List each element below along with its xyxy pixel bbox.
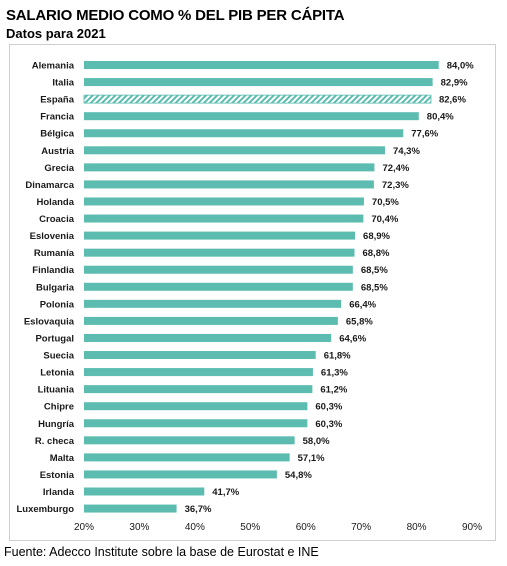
value-label: 60,3% xyxy=(315,402,342,413)
bar xyxy=(84,282,353,291)
value-label: 84,0% xyxy=(447,61,474,72)
bar xyxy=(84,487,205,496)
value-label: 68,5% xyxy=(361,265,388,276)
bar xyxy=(84,146,385,155)
chart-source: Fuente: Adecco Institute sobre la base d… xyxy=(4,545,319,559)
category-label: Estonia xyxy=(40,470,75,481)
value-label: 72,4% xyxy=(382,163,409,174)
x-tick-label: 80% xyxy=(407,522,427,533)
bar xyxy=(84,402,308,411)
value-label: 74,3% xyxy=(393,146,420,157)
value-label: 61,3% xyxy=(321,368,348,379)
category-label: Grecia xyxy=(44,163,74,174)
category-label: Malta xyxy=(50,453,75,464)
x-tick-label: 70% xyxy=(351,522,371,533)
bar xyxy=(84,180,374,189)
value-label: 64,6% xyxy=(339,333,366,344)
bar xyxy=(83,94,432,104)
bar xyxy=(84,368,313,377)
category-label: Bulgaria xyxy=(36,282,75,293)
category-label: Suecia xyxy=(43,351,74,362)
value-label: 77,6% xyxy=(411,129,438,140)
bar xyxy=(84,265,353,274)
category-label: Francia xyxy=(40,112,75,123)
category-label: Alemania xyxy=(32,61,75,72)
category-label: Finlandia xyxy=(32,265,74,276)
category-label: Croacia xyxy=(39,214,75,225)
bar xyxy=(84,419,308,428)
x-tick-label: 90% xyxy=(462,522,482,533)
value-label: 61,8% xyxy=(324,351,351,362)
bar xyxy=(84,351,316,360)
value-label: 60,3% xyxy=(315,419,342,430)
value-label: 68,9% xyxy=(363,231,390,242)
bar xyxy=(84,78,433,87)
bar xyxy=(84,231,356,240)
category-label: Eslovenia xyxy=(30,231,75,242)
bar xyxy=(84,333,332,342)
bar xyxy=(84,197,364,206)
value-label: 68,8% xyxy=(362,248,389,259)
bar xyxy=(84,129,404,138)
value-label: 68,5% xyxy=(361,282,388,293)
value-label: 61,2% xyxy=(320,385,347,396)
category-label: Holanda xyxy=(37,197,75,208)
value-label: 80,4% xyxy=(427,112,454,123)
chart-subtitle: Datos para 2021 xyxy=(6,26,106,41)
bar xyxy=(84,504,177,513)
value-label: 70,4% xyxy=(371,214,398,225)
value-label: 58,0% xyxy=(303,436,330,447)
chart-title: SALARIO MEDIO COMO % DEL PIB PER CÁPITA xyxy=(6,7,345,24)
bar xyxy=(84,214,364,223)
chart-frame xyxy=(9,44,496,541)
value-label: 66,4% xyxy=(349,299,376,310)
bar xyxy=(84,436,295,445)
category-label: Chipre xyxy=(44,402,74,413)
bar-chart: Alemania 84,0% Italia 82,9% España 82,6% Franc… xyxy=(16,61,482,534)
x-tick-label: 50% xyxy=(240,522,260,533)
category-label: Italia xyxy=(52,78,74,89)
bar xyxy=(84,61,439,69)
x-tick-label: 60% xyxy=(296,522,316,533)
x-tick-label: 30% xyxy=(129,522,149,533)
value-label: 72,3% xyxy=(382,180,409,191)
bar xyxy=(84,163,375,172)
category-label: Portugal xyxy=(35,333,74,344)
value-label: 65,8% xyxy=(346,316,373,327)
bar xyxy=(84,112,419,121)
category-label: Austria xyxy=(41,146,74,157)
value-label: 36,7% xyxy=(185,504,212,515)
category-label: Rumanía xyxy=(34,248,75,259)
category-label: Polonia xyxy=(40,299,75,310)
bar xyxy=(84,385,313,394)
value-label: 82,9% xyxy=(441,78,468,89)
x-tick-label: 40% xyxy=(185,522,205,533)
bar xyxy=(84,299,342,308)
x-tick-label: 20% xyxy=(74,522,94,533)
category-label: Letonia xyxy=(40,368,74,379)
value-label: 54,8% xyxy=(285,470,312,481)
bar xyxy=(84,453,290,462)
category-label: Luxemburgo xyxy=(16,504,74,515)
category-label: R. checa xyxy=(35,436,75,447)
category-label: Hungría xyxy=(38,419,75,430)
category-label: Bélgica xyxy=(40,129,75,140)
category-label: Irlanda xyxy=(43,487,75,498)
value-label: 41,7% xyxy=(212,487,239,498)
category-label: España xyxy=(40,95,75,106)
category-label: Lituania xyxy=(38,385,75,396)
category-label: Eslovaquia xyxy=(24,316,75,327)
value-label: 70,5% xyxy=(372,197,399,208)
value-label: 57,1% xyxy=(298,453,325,464)
category-label: Dinamarca xyxy=(25,180,74,191)
value-label: 82,6% xyxy=(439,95,466,106)
bar xyxy=(84,248,355,257)
bar xyxy=(84,470,277,479)
bar xyxy=(84,316,338,325)
